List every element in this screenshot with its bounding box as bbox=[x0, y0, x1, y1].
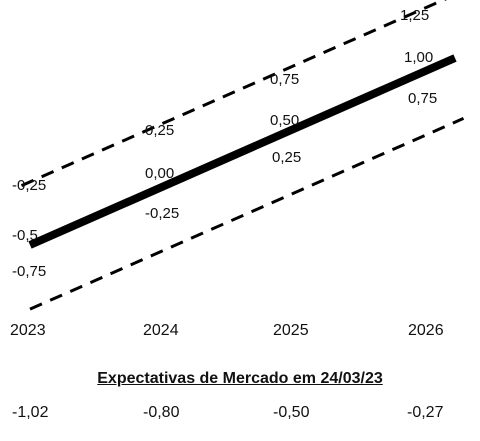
chart-subtitle: Expectativas de Mercado em 24/03/23 bbox=[97, 370, 383, 387]
series-layer bbox=[20, 0, 465, 311]
data-label-layer: -0,25 0,25 0,75 1,25 -0,5 0,00 0,50 1,00 -0,75 -0… bbox=[12, 7, 437, 280]
central-label: 1,00 bbox=[404, 49, 433, 66]
x-tick-label: 2024 bbox=[143, 322, 179, 339]
market-expectation-value: -0,50 bbox=[273, 404, 310, 421]
market-expectation-value: -0,27 bbox=[407, 404, 444, 421]
lower-band-label: -0,25 bbox=[145, 205, 179, 222]
lower-band-line bbox=[29, 117, 465, 311]
central-label: 0,00 bbox=[145, 165, 174, 182]
lower-band-label: -0,75 bbox=[12, 263, 46, 280]
x-tick-label: 2023 bbox=[10, 322, 46, 339]
lower-band-label: 0,25 bbox=[272, 149, 301, 166]
central-label: -0,5 bbox=[12, 227, 38, 244]
upper-band-label: 0,75 bbox=[270, 71, 299, 88]
x-tick-label: 2026 bbox=[408, 322, 444, 339]
upper-band-label: 1,25 bbox=[400, 7, 429, 24]
market-expectation-value: -1,02 bbox=[12, 404, 49, 421]
upper-band-label: -0,25 bbox=[12, 177, 46, 194]
central-line bbox=[28, 54, 457, 249]
upper-band-label: 0,25 bbox=[145, 122, 174, 139]
chart-plot: -0,25 0,25 0,75 1,25 -0,5 0,00 0,50 1,00 -0,75 -0… bbox=[12, 0, 465, 311]
x-tick-label: 2025 bbox=[273, 322, 309, 339]
market-expectation-value: -0,80 bbox=[143, 404, 180, 421]
central-label: 0,50 bbox=[270, 112, 299, 129]
lower-band-label: 0,75 bbox=[408, 90, 437, 107]
upper-band-line bbox=[20, 0, 447, 187]
